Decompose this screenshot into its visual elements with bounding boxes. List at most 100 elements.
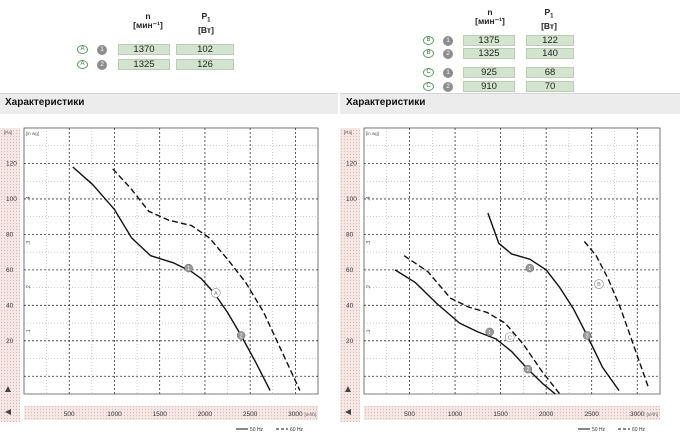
- legend-dashed-label: 60 Hz: [632, 427, 646, 433]
- marker-label: 1: [488, 330, 491, 336]
- marker-label: 2: [527, 367, 530, 373]
- marker-dot: [236, 331, 246, 340]
- right-col-n-unit: [мин⁻¹]: [475, 16, 505, 26]
- delta-p-icon: [345, 386, 351, 392]
- marker-dot: [184, 263, 193, 273]
- left-power-cell: 102: [176, 44, 234, 55]
- right-curve-letter-badge: B: [423, 36, 434, 45]
- major-grid: [24, 128, 318, 394]
- y-unit-label: [Pa]: [4, 130, 12, 135]
- legend-solid-label: 50 Hz: [250, 427, 264, 433]
- x-tick-label: 3000: [630, 411, 645, 418]
- y-tick-label: 100: [6, 196, 17, 203]
- curve-letter-text: B: [597, 282, 601, 288]
- left-col-n-header: n [мин⁻¹]: [116, 12, 180, 30]
- curve-b-1: [487, 212, 620, 391]
- minor-grid: [24, 128, 318, 395]
- curve-letter-ring: [504, 332, 515, 343]
- curve-c-2: [403, 255, 561, 395]
- x-tick-label: 1000: [448, 411, 463, 418]
- right-col-p-sub: 1: [550, 13, 554, 20]
- right-curve-letter-badge: C: [423, 82, 434, 91]
- operating-point-marker: 1: [525, 263, 535, 273]
- y-axis-strip: [0, 128, 20, 422]
- y-tick-label: 80: [346, 231, 354, 238]
- x-tick-label: 2500: [584, 411, 599, 418]
- operating-point-marker: 2: [582, 331, 592, 340]
- left-curve-letter-badge: A: [77, 45, 88, 54]
- left-curve-letter-badge: A: [77, 60, 88, 69]
- right-section-title: Характеристики: [346, 97, 426, 108]
- y-tick-label: 40: [6, 302, 14, 309]
- y-tick-label: 100: [346, 196, 357, 203]
- operating-point-marker: 1: [485, 327, 494, 337]
- legend-dashed-label: 60 Hz: [290, 427, 304, 433]
- y2-tick-label: .1: [26, 329, 32, 334]
- right-speed-cell: 1375: [463, 35, 515, 46]
- right-power-cell: 140: [526, 48, 574, 59]
- plot-frame: [363, 127, 661, 395]
- y2-tick-label: .4: [26, 196, 32, 201]
- right-performance-chart: 20 40 60 80 100 120 .1 .2 .3 .4 [Pa] [in wg] 500 1000…: [340, 127, 661, 433]
- right-speed-cell: 925: [463, 67, 515, 78]
- right-power-cell: 70: [526, 81, 574, 92]
- right-col-n-header: n [мин⁻¹]: [458, 8, 522, 26]
- left-speed-cell: 1370: [118, 44, 170, 55]
- marker-dot: [485, 327, 494, 337]
- right-speed-number-badge: 2: [443, 49, 453, 59]
- y2-tick-label: .2: [26, 285, 32, 290]
- left-col-p-sub: 1: [207, 17, 211, 24]
- curve-c-1: [394, 269, 556, 395]
- right-section-bar: [340, 93, 680, 114]
- x-tick-label: 500: [404, 411, 415, 418]
- plot-frame: [23, 127, 319, 395]
- left-section-title: Характеристики: [5, 97, 85, 108]
- left-speed-cell: 1325: [118, 59, 170, 70]
- y-axis-strip: [340, 128, 360, 422]
- x-tick-label: 500: [64, 411, 75, 418]
- curve-letter-label: C: [504, 332, 515, 343]
- y-tick-label: 60: [6, 267, 14, 274]
- y2-tick-label: .3: [366, 241, 372, 246]
- right-curve-letter-badge: B: [423, 49, 434, 58]
- y-tick-label: 80: [6, 231, 14, 238]
- operating-point-marker: 1: [184, 263, 193, 273]
- right-curve-letter-badge: C: [423, 68, 434, 77]
- curve-a-2: [112, 168, 301, 391]
- marker-label: 2: [586, 333, 589, 339]
- operating-point-marker: 2: [236, 331, 246, 340]
- major-grid: [364, 128, 660, 394]
- x-tick-label: 2500: [243, 411, 258, 418]
- right-power-cell: 68: [526, 67, 574, 78]
- left-speed-number-badge: 1: [97, 45, 107, 55]
- left-col-p-unit: [Вт]: [198, 24, 214, 35]
- left-col-p-symbol: P: [201, 11, 208, 21]
- x-tick-label: 1500: [152, 411, 167, 418]
- legend-solid-label: 50 Hz: [592, 427, 606, 433]
- curve-letter-label: A: [210, 288, 221, 298]
- right-col-p-symbol: P: [544, 7, 551, 17]
- y2-unit-label: [in wg]: [366, 131, 379, 136]
- y-tick-label: 40: [346, 302, 354, 309]
- flow-arrow-icon: [5, 409, 11, 415]
- curve-letter-ring: [594, 279, 604, 289]
- y2-tick-label: .3: [26, 241, 32, 246]
- x-tick-label: 2000: [198, 411, 213, 418]
- y2-tick-label: .1: [366, 329, 372, 334]
- curve-letter-text: A: [214, 291, 218, 297]
- marker-dot: [525, 263, 535, 273]
- y-tick-label: 20: [6, 338, 14, 345]
- x-axis-strip: [364, 406, 660, 420]
- right-speed-cell: 1325: [463, 48, 515, 59]
- marker-dot: [523, 364, 533, 374]
- y-tick-label: 120: [6, 160, 17, 167]
- flow-arrow-icon: [345, 409, 351, 415]
- operating-point-marker: 2: [523, 364, 533, 374]
- marker-dot: [582, 331, 592, 340]
- right-speed-cell: 910: [463, 81, 515, 92]
- x-tick-label: 1000: [107, 411, 122, 418]
- x-tick-label: 3000: [288, 411, 303, 418]
- y2-tick-label: .2: [366, 285, 372, 290]
- right-power-cell: 122: [526, 35, 574, 46]
- right-speed-number-badge: 1: [443, 68, 453, 78]
